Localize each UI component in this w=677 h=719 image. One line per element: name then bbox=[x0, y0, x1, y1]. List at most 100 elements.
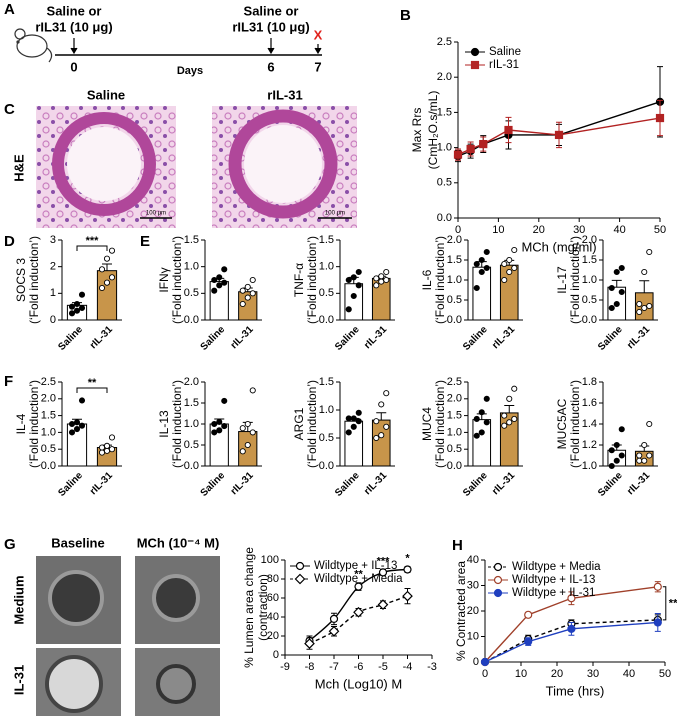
y-tick-label: 0.0 bbox=[437, 212, 452, 224]
scale-bar-label: 100 μm bbox=[325, 211, 345, 217]
data-point bbox=[618, 426, 625, 433]
significance-bracket bbox=[76, 245, 108, 251]
y-tick-label: 1.0 bbox=[437, 142, 452, 154]
y-axis-label: IL-6 bbox=[420, 269, 434, 290]
y-tick-label: 0.0 bbox=[319, 460, 334, 472]
data-point bbox=[68, 420, 76, 428]
data-point bbox=[511, 385, 518, 392]
data-point bbox=[511, 264, 518, 272]
marker bbox=[493, 562, 503, 572]
data-point bbox=[216, 274, 223, 281]
data-point bbox=[608, 284, 615, 292]
x-tick-label: Saline bbox=[56, 324, 85, 353]
data-point bbox=[613, 441, 620, 449]
data-point bbox=[383, 276, 390, 284]
timeline-arrows bbox=[70, 38, 322, 55]
x-tick-label: 0 bbox=[482, 668, 488, 680]
organoid-column: Baseline bbox=[51, 535, 104, 550]
y-tick-label: 0.5 bbox=[582, 294, 597, 306]
organoid-row: IL-31 bbox=[11, 665, 26, 695]
y-tick-label: 0.0 bbox=[319, 314, 334, 326]
marker bbox=[567, 624, 576, 633]
data-point bbox=[216, 282, 223, 289]
error-bar bbox=[376, 412, 387, 421]
data-point bbox=[216, 427, 223, 434]
data-point bbox=[350, 274, 357, 281]
y-axis-label: IL-13 bbox=[157, 410, 171, 438]
y-tick-label: 0.0 bbox=[184, 314, 199, 326]
data-point bbox=[618, 452, 625, 459]
data-point bbox=[506, 256, 513, 264]
x-tick-label: Saline bbox=[56, 470, 85, 499]
data-point bbox=[383, 390, 390, 397]
x-tick-label: rIL-31 bbox=[362, 470, 389, 497]
marker bbox=[470, 60, 480, 70]
panel-label: F bbox=[4, 373, 13, 390]
data-point bbox=[355, 282, 362, 289]
legend-label: Wildtype + IL-13 bbox=[314, 560, 397, 572]
y-tick-label: 1.4 bbox=[582, 418, 597, 430]
data-point bbox=[103, 447, 111, 454]
series-line bbox=[484, 586, 658, 663]
data-point bbox=[239, 425, 246, 432]
data-point bbox=[78, 397, 86, 404]
y-tick-label: 0.0 bbox=[41, 460, 56, 472]
y-tick-label: 1.5 bbox=[184, 397, 199, 409]
data-point bbox=[221, 423, 228, 430]
data-point bbox=[478, 409, 485, 416]
x-axis-label: Time (hrs) bbox=[546, 683, 605, 698]
y-tick-label: 40 bbox=[467, 554, 479, 566]
panel-label: C bbox=[4, 101, 15, 118]
organoid-column: MCh (10⁻⁴ M) bbox=[137, 535, 220, 550]
data-point bbox=[483, 419, 490, 426]
y-axis-label: (‘Fold induction’) bbox=[170, 380, 184, 468]
panel-label: E bbox=[140, 233, 150, 250]
data-point bbox=[244, 283, 251, 290]
data-point bbox=[73, 307, 81, 314]
significance: ** bbox=[354, 569, 363, 581]
error-bar bbox=[611, 279, 622, 288]
marker bbox=[403, 565, 412, 574]
y-tick-label: 2.0 bbox=[437, 71, 452, 83]
x-axis-label: Mch (Log10) M bbox=[315, 676, 402, 691]
end-mark: X bbox=[314, 27, 323, 42]
series-line bbox=[309, 595, 408, 645]
y-axis-label: IL-4 bbox=[14, 413, 28, 434]
x-tick-label: Saline bbox=[199, 324, 228, 353]
y-tick-label: 0.0 bbox=[447, 314, 462, 326]
legend-label: Wildtype + Media bbox=[314, 573, 403, 585]
dose-label: Saline or bbox=[47, 3, 102, 18]
significance: *** bbox=[86, 235, 100, 247]
bar bbox=[344, 283, 364, 321]
data-point bbox=[216, 418, 223, 425]
data-point bbox=[641, 441, 648, 449]
significance-bracket bbox=[662, 586, 667, 621]
data-point bbox=[613, 457, 620, 464]
x-tick-label: -4 bbox=[403, 661, 413, 673]
data-point bbox=[350, 423, 357, 430]
data-point bbox=[478, 256, 485, 264]
mouse-icon bbox=[14, 28, 53, 63]
data-point bbox=[345, 306, 352, 313]
data-point bbox=[239, 448, 246, 455]
y-tick-label: 0.5 bbox=[184, 287, 199, 299]
y-tick-label: 0.0 bbox=[447, 460, 462, 472]
x-tick-label: -9 bbox=[280, 661, 290, 673]
data-point bbox=[73, 419, 81, 426]
y-axis-label: IL-17 bbox=[555, 266, 569, 294]
data-point bbox=[636, 457, 643, 464]
data-point bbox=[383, 268, 390, 276]
data-point bbox=[355, 418, 362, 425]
y-tick-label: 1.0 bbox=[41, 426, 56, 438]
data-point bbox=[373, 275, 380, 282]
x-tick-label: rIL-31 bbox=[88, 324, 115, 351]
marker bbox=[402, 590, 413, 602]
y-tick-label: 0 bbox=[273, 649, 279, 661]
error-bar bbox=[639, 280, 650, 293]
marker bbox=[354, 582, 363, 591]
y-axis-label: (‘Fold induction’) bbox=[305, 380, 319, 468]
y-tick-label: 2.5 bbox=[41, 376, 56, 388]
x-tick-label: 20 bbox=[551, 668, 563, 680]
data-point bbox=[618, 288, 625, 296]
data-point bbox=[636, 452, 643, 459]
